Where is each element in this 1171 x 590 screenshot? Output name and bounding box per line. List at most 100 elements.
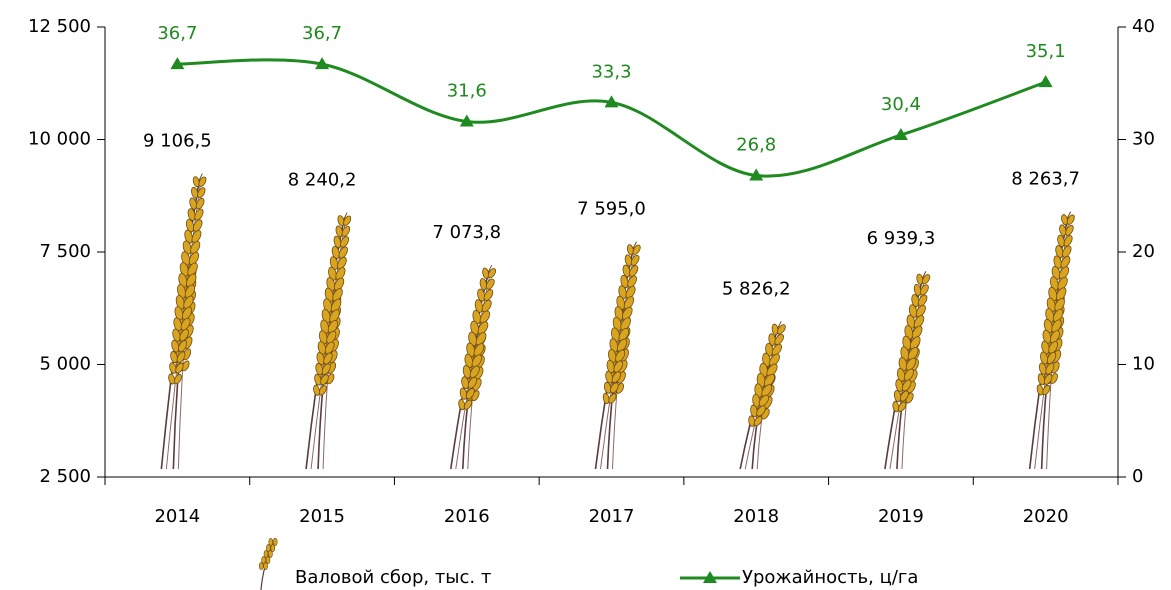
grain: [1048, 341, 1059, 354]
awn: [198, 173, 203, 180]
grain: [616, 295, 626, 310]
grain: [316, 352, 325, 365]
grain: [1049, 330, 1060, 344]
grain: [626, 244, 634, 256]
grain: [1057, 234, 1065, 248]
grain: [895, 378, 904, 392]
grain: [323, 352, 333, 365]
grain: [1055, 245, 1064, 259]
grain: [1052, 308, 1064, 323]
grain: [332, 288, 343, 302]
grain: [329, 256, 339, 270]
y2-tick-label: 20: [1132, 241, 1155, 262]
grain: [173, 373, 182, 385]
bar: [160, 173, 207, 470]
grain: [324, 341, 335, 355]
grain: [622, 264, 631, 278]
grain: [182, 240, 192, 255]
grain: [1037, 373, 1046, 386]
grain: [1060, 255, 1071, 269]
grain: [469, 365, 480, 378]
grain: [192, 176, 200, 188]
grain: [472, 309, 482, 325]
y2-tick-label: 0: [1132, 466, 1143, 487]
grain: [175, 362, 184, 374]
grain: [908, 304, 918, 318]
grain: [756, 405, 766, 417]
grain: [1043, 318, 1053, 334]
grain: [465, 388, 475, 400]
grain: [191, 230, 202, 243]
grain: [188, 251, 200, 266]
value-label: 33,3: [591, 61, 631, 82]
marker: [170, 57, 185, 70]
y-tick-label: 10 000: [28, 129, 91, 150]
grain: [343, 215, 352, 226]
grain: [261, 556, 266, 564]
grain: [627, 275, 637, 288]
bar: [305, 212, 352, 470]
grain: [777, 324, 786, 335]
x-tick-label: 2016: [444, 506, 490, 527]
grain: [608, 349, 617, 363]
grain: [331, 246, 340, 259]
grain: [191, 186, 199, 199]
grain: [608, 393, 617, 404]
bar: [884, 271, 931, 470]
grain: [318, 330, 328, 345]
grain: [333, 235, 342, 249]
grain: [909, 336, 921, 350]
grain: [313, 384, 320, 396]
grain: [470, 320, 480, 336]
grain: [611, 371, 621, 383]
grain: [340, 236, 350, 248]
value-label: 8 263,7: [1011, 169, 1080, 190]
grain: [612, 316, 622, 332]
grain: [171, 339, 180, 353]
value-label: 35,1: [1026, 41, 1066, 62]
value-label: 30,4: [881, 94, 921, 115]
grain: [477, 321, 489, 335]
grain: [625, 285, 636, 299]
y-tick-label: 5 000: [39, 354, 91, 375]
grain: [1066, 214, 1075, 225]
grain: [766, 363, 778, 377]
legend-marker: [703, 571, 717, 583]
grain: [917, 294, 928, 307]
grain: [268, 550, 273, 558]
grain: [468, 331, 478, 347]
grain: [483, 289, 494, 301]
grain: [1045, 362, 1055, 375]
grain: [901, 379, 912, 392]
grain: [624, 254, 633, 267]
grain: [464, 353, 474, 368]
grain: [318, 385, 327, 396]
value-label: 36,7: [302, 23, 342, 44]
grain: [609, 338, 619, 353]
y2-tick-label: 30: [1132, 129, 1155, 150]
grain: [168, 373, 176, 385]
grain: [333, 277, 345, 291]
grain: [265, 556, 271, 564]
grain: [1043, 373, 1053, 385]
legend-label: Валовой сбор, тыс. т: [295, 567, 491, 588]
grain: [321, 308, 331, 324]
y2-tick-label: 10: [1132, 354, 1155, 375]
grain: [753, 416, 763, 427]
grain: [618, 285, 627, 300]
grain: [466, 342, 476, 358]
grain: [189, 197, 197, 210]
grain: [1049, 276, 1059, 291]
grain: [1057, 276, 1068, 291]
grain: [763, 373, 775, 387]
grain: [1059, 224, 1067, 237]
grain: [761, 384, 773, 397]
grain: [329, 309, 340, 323]
y-tick-label: 2 500: [39, 466, 91, 487]
grain: [485, 278, 495, 290]
grain: [184, 229, 193, 244]
grain: [263, 550, 269, 558]
grain: [632, 244, 641, 255]
grain: [613, 360, 624, 373]
